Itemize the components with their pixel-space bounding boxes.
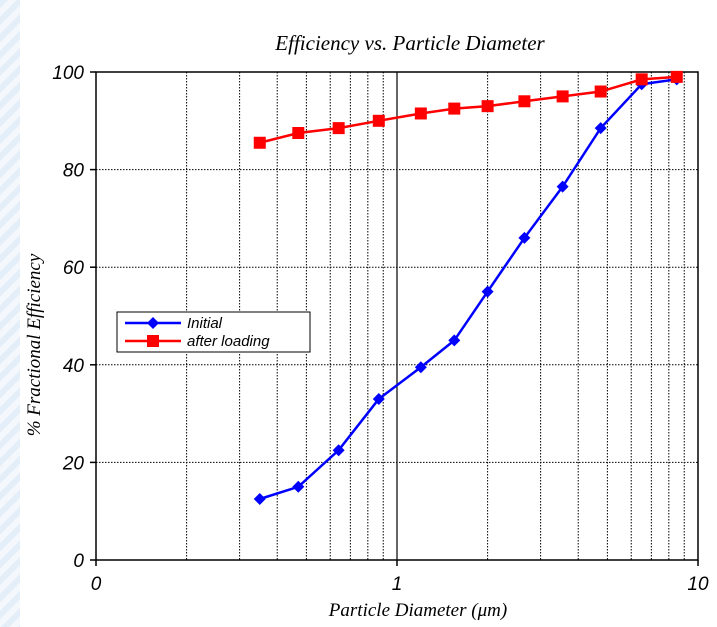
data-point-initial — [556, 180, 569, 193]
axis-layer: 0 20 40 60 80 100 0 1 10 — [52, 63, 709, 595]
legend-label-initial: Initial — [187, 315, 223, 332]
data-point-initial — [448, 334, 461, 347]
data-point-initial — [594, 122, 607, 135]
data-point-after-loading — [332, 122, 345, 135]
data-point-initial — [372, 392, 385, 405]
data-point-initial — [253, 493, 266, 505]
data-point-initial — [414, 361, 427, 374]
x-tick-label: 10 — [687, 574, 709, 595]
data-point-after-loading — [556, 90, 569, 103]
data-point-initial — [518, 231, 531, 244]
data-point-after-loading — [635, 73, 648, 86]
series-line-initial — [259, 78, 677, 501]
legend-marker-initial — [147, 317, 159, 329]
x-tick-label: 1 — [392, 574, 403, 595]
y-tick-label: 0 — [73, 551, 84, 572]
y-axis-label: % Fractional Efficiency — [24, 253, 45, 436]
data-point-after-loading — [253, 136, 266, 149]
data-point-after-loading — [594, 85, 607, 98]
x-tick-label: 0 — [91, 574, 102, 595]
y-tick-label: 20 — [62, 453, 85, 474]
series-line-after-loading — [259, 75, 677, 144]
series-after-loading — [253, 70, 683, 149]
data-point-after-loading — [448, 102, 461, 115]
data-point-initial — [292, 480, 305, 493]
x-axis-label: Particle Diameter (μm) — [328, 600, 507, 621]
data-point-after-loading — [670, 70, 683, 83]
y-tick-label: 80 — [63, 161, 85, 182]
data-point-after-loading — [372, 114, 385, 127]
background-pattern — [0, 0, 20, 627]
data-point-initial — [332, 444, 345, 457]
data-point-after-loading — [481, 100, 494, 113]
data-point-initial — [481, 285, 494, 298]
data-point-after-loading — [292, 127, 305, 139]
chart-title: Efficiency vs. Particle Diameter — [274, 31, 545, 55]
series-layer — [253, 70, 683, 505]
legend-label-after-loading: after loading — [187, 333, 270, 350]
y-tick-label: 60 — [63, 258, 85, 279]
y-tick-label: 40 — [63, 356, 85, 377]
data-point-after-loading — [518, 95, 531, 108]
legend-marker-after-loading — [147, 335, 159, 347]
y-tick-label: 100 — [52, 63, 84, 84]
data-point-after-loading — [414, 107, 427, 120]
